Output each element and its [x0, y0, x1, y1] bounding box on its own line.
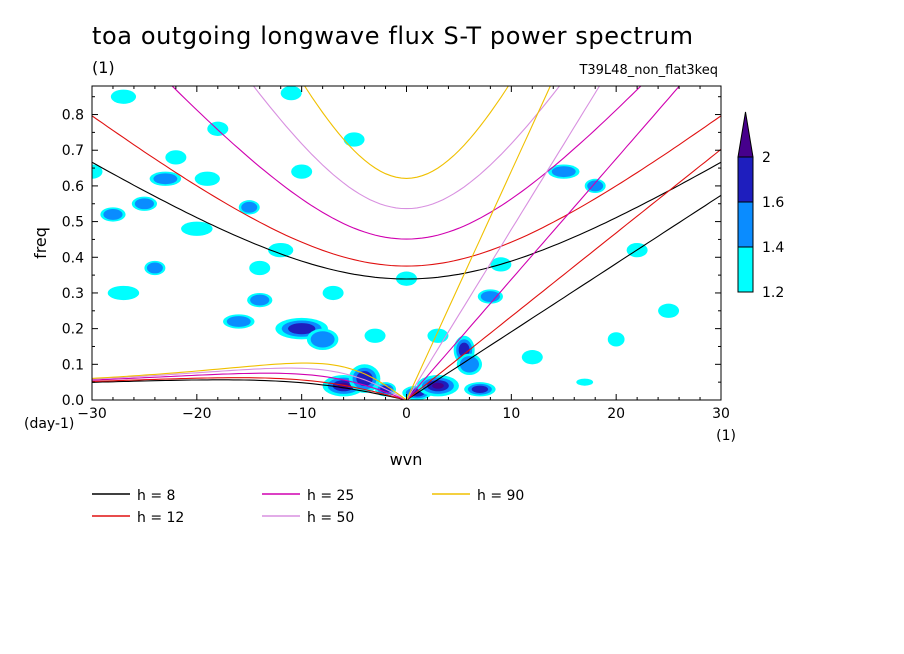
contour-blob [181, 221, 213, 236]
rossby-wave-curve [92, 372, 407, 400]
legend-label: h = 90 [477, 488, 524, 504]
x-tick-label: −30 [77, 406, 107, 422]
x-tick-label: −20 [182, 406, 212, 422]
contour-blob [165, 150, 187, 165]
rossby-wave-curve [92, 367, 407, 400]
kelvin-wave-curve [405, 86, 551, 400]
kelvin-wave-curve [406, 86, 681, 400]
colorbar-label: 1.2 [762, 285, 784, 301]
colorbar-extend-triangle [737, 111, 754, 158]
contour-blob [103, 209, 123, 220]
legend-label: h = 25 [307, 488, 354, 504]
colorbar-segment [737, 246, 754, 293]
contour-blob [364, 328, 386, 343]
y-axis-label: freq [31, 227, 50, 259]
contour-blob [134, 198, 154, 210]
legend-label: h = 12 [137, 510, 184, 526]
contour-blob [146, 262, 163, 274]
chart-title: toa outgoing longwave flux S-T power spe… [92, 22, 694, 50]
contour-blob [291, 164, 313, 179]
y-tick-label: 0.8 [62, 108, 84, 124]
y-axis-unit: (day-1) [24, 416, 74, 432]
y-tick-label: 0.2 [62, 322, 84, 338]
legend-label: h = 8 [137, 488, 175, 504]
rossby-wave-curve [92, 362, 407, 400]
kelvin-wave-curve [406, 194, 721, 400]
legend-label: h = 50 [307, 510, 354, 526]
contour-blob [471, 385, 489, 394]
y-tick-label: 0.6 [62, 179, 84, 195]
contour-blob [153, 173, 178, 185]
y-tick-label: 0.5 [62, 215, 84, 231]
plot-frame [91, 85, 722, 401]
gravity-wave-curve [92, 115, 721, 267]
x-tick-label: 0 [402, 406, 411, 422]
x-tick-label: 20 [607, 406, 625, 422]
y-tick-label: 0.4 [62, 250, 84, 266]
contour-blob [226, 316, 251, 327]
contour-blob [107, 285, 140, 301]
contour-blob [480, 291, 500, 302]
colorbar-label: 1.4 [762, 240, 784, 256]
x-axis-unit: (1) [716, 428, 736, 444]
contour-blob [587, 180, 604, 192]
contour-blob [521, 350, 543, 365]
contour-blob [250, 294, 270, 306]
kelvin-wave-curve [406, 148, 721, 400]
contour-blob [241, 201, 258, 213]
x-tick-label: −10 [287, 406, 317, 422]
run-name: T39L48_non_flat3keq [579, 63, 718, 78]
y-tick-label: 0.1 [62, 357, 84, 373]
contour-blob [658, 303, 680, 318]
gravity-wave-curve [171, 86, 642, 240]
y-tick-label: 0.7 [62, 143, 84, 159]
x-tick-label: 10 [502, 406, 520, 422]
colorbar-label: 2 [762, 150, 771, 166]
contour-blob [607, 332, 625, 347]
contour-blob [343, 132, 365, 147]
x-tick-label: 30 [712, 406, 730, 422]
contour-blob [459, 356, 479, 373]
x-axis-label: wvn [390, 450, 423, 469]
kelvin-wave-curve [406, 86, 601, 400]
gravity-wave-curve [252, 86, 561, 210]
contour-blob [194, 171, 220, 186]
gravity-wave-curve [303, 86, 510, 179]
contour-blob [551, 166, 576, 178]
contour-blob [576, 378, 594, 386]
contour-blob [322, 285, 344, 301]
y-tick-label: 0.0 [62, 393, 84, 409]
dispersion-curve-layer [92, 86, 721, 400]
contour-blob [280, 86, 302, 101]
colorbar-segment [737, 201, 754, 248]
chart-units: (1) [92, 58, 115, 77]
contour-blob [432, 382, 444, 389]
contour-blob [249, 260, 271, 276]
y-tick-label: 0.3 [62, 286, 84, 302]
contour-blob [458, 342, 470, 358]
colorbar-label: 1.6 [762, 195, 784, 211]
contour-blob [288, 323, 316, 335]
contour-blob [356, 371, 373, 387]
colorbar-segment [737, 156, 754, 203]
contour-layer [92, 86, 680, 400]
rossby-wave-curve [92, 379, 407, 400]
legend: h = 8 h = 12 h = 25 h = 50 h = 90 [92, 488, 524, 526]
rossby-wave-curve [92, 377, 407, 400]
contour-blob [310, 331, 335, 348]
gravity-wave-curve [92, 161, 721, 280]
contour-blob [110, 89, 137, 104]
colorbar: 1.2 1.4 1.6 2 [737, 111, 784, 301]
contour-blob [207, 121, 229, 136]
tick-layer: −30 −20 −10 0 10 20 30 0.0 0.1 0.2 0.3 0.4 0.5 0.6 0.7… [62, 86, 730, 422]
contour-blob [268, 242, 294, 258]
